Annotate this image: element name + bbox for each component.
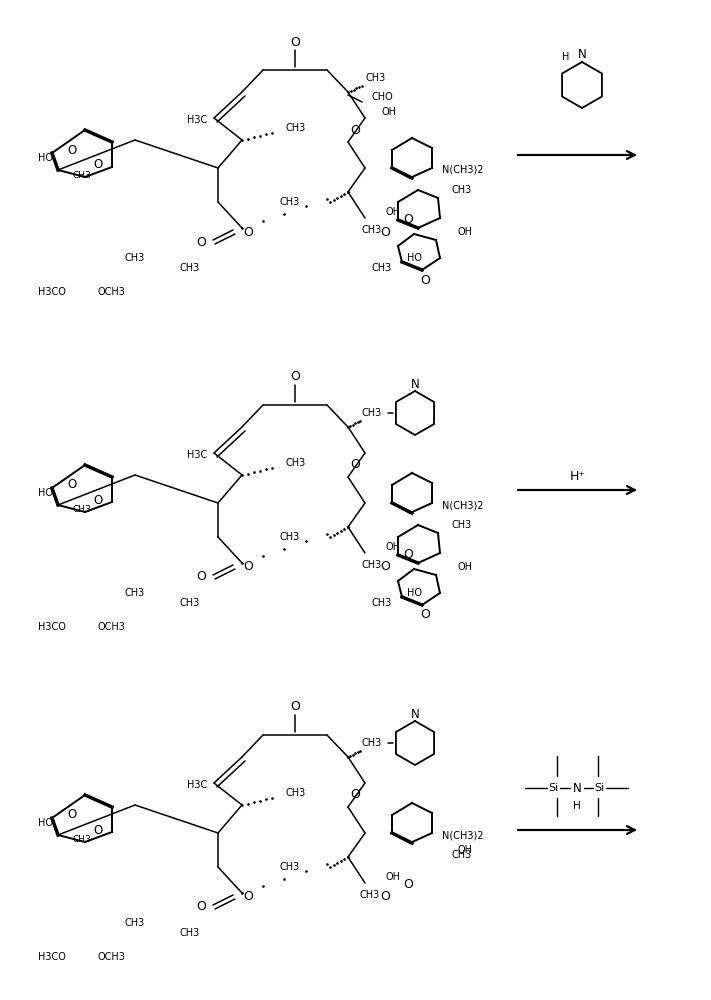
Text: O: O [93, 824, 102, 836]
Text: O: O [380, 890, 390, 904]
Text: CH3: CH3 [285, 458, 305, 468]
Text: OCH3: OCH3 [98, 287, 126, 297]
Text: H3CO: H3CO [38, 952, 66, 962]
Text: O: O [420, 608, 430, 621]
Text: N: N [411, 708, 419, 720]
Text: CH3: CH3 [372, 263, 392, 273]
Text: HO: HO [407, 588, 422, 598]
Text: N: N [572, 782, 582, 794]
Text: CH3: CH3 [372, 598, 392, 608]
Text: O: O [420, 273, 430, 286]
Text: H3CO: H3CO [38, 287, 66, 297]
Text: O: O [196, 235, 206, 248]
Text: CH3: CH3 [362, 738, 383, 748]
Text: O: O [196, 900, 206, 914]
Text: O: O [68, 479, 77, 491]
Text: CH3: CH3 [125, 918, 145, 928]
Text: O: O [290, 370, 300, 383]
Text: O: O [380, 560, 390, 574]
Text: H3C: H3C [187, 450, 207, 460]
Text: CH3: CH3 [73, 836, 92, 844]
Text: CH3: CH3 [180, 263, 200, 273]
Text: CH3: CH3 [362, 560, 382, 570]
Text: HO: HO [407, 253, 422, 263]
Text: CH3: CH3 [285, 788, 305, 798]
Text: H: H [573, 801, 581, 811]
Text: H3C: H3C [187, 780, 207, 790]
Text: O: O [403, 213, 413, 226]
Text: HO: HO [38, 153, 53, 163]
Text: O: O [403, 878, 413, 892]
Text: O: O [196, 570, 206, 583]
Text: Si: Si [594, 783, 604, 793]
Text: H: H [562, 52, 569, 62]
Text: OCH3: OCH3 [98, 952, 126, 962]
Text: OH: OH [458, 562, 473, 572]
Text: H3C: H3C [187, 115, 207, 125]
Text: CH3: CH3 [125, 588, 145, 598]
Text: O: O [93, 158, 102, 172]
Text: CH3: CH3 [362, 408, 383, 418]
Text: O: O [380, 226, 390, 238]
Text: O: O [243, 226, 253, 238]
Text: HO: HO [38, 488, 53, 498]
Text: CH3: CH3 [360, 890, 380, 900]
Text: H⁺: H⁺ [570, 470, 586, 483]
Text: OH: OH [385, 207, 400, 217]
Text: N(CH3)2: N(CH3)2 [442, 165, 483, 175]
Text: OH: OH [458, 227, 473, 237]
Text: H3CO: H3CO [38, 622, 66, 632]
Text: O: O [350, 458, 360, 472]
Text: CH3: CH3 [73, 170, 92, 180]
Text: O: O [290, 35, 300, 48]
Text: O: O [350, 788, 360, 802]
Text: OH: OH [385, 542, 400, 552]
Text: O: O [243, 560, 253, 574]
Text: N: N [411, 377, 419, 390]
Text: CH3: CH3 [452, 185, 472, 195]
Text: CH3: CH3 [365, 73, 385, 83]
Text: OCH3: OCH3 [98, 622, 126, 632]
Text: O: O [350, 124, 360, 137]
Text: CH3: CH3 [452, 520, 472, 530]
Text: CH3: CH3 [285, 123, 305, 133]
Text: O: O [68, 143, 77, 156]
Text: CH3: CH3 [280, 197, 300, 207]
Text: N: N [577, 48, 587, 61]
Text: N(CH3)2: N(CH3)2 [442, 830, 483, 840]
Text: CH3: CH3 [180, 928, 200, 938]
Text: CH3: CH3 [73, 505, 92, 514]
Text: O: O [403, 548, 413, 562]
Text: O: O [243, 890, 253, 904]
Text: O: O [290, 700, 300, 714]
Text: O: O [68, 808, 77, 822]
Text: CH3: CH3 [452, 850, 472, 860]
Text: O: O [93, 493, 102, 506]
Text: CH3: CH3 [180, 598, 200, 608]
Text: OH: OH [458, 845, 473, 855]
Text: OH: OH [385, 872, 400, 882]
Text: CH3: CH3 [280, 532, 300, 542]
Text: CH3: CH3 [125, 253, 145, 263]
Text: N(CH3)2: N(CH3)2 [442, 500, 483, 510]
Text: Si: Si [548, 783, 558, 793]
Text: HO: HO [38, 818, 53, 828]
Text: OH: OH [382, 107, 397, 117]
Text: CH3: CH3 [362, 225, 382, 235]
Text: CH3: CH3 [280, 862, 300, 872]
Text: CHO: CHO [372, 92, 394, 102]
